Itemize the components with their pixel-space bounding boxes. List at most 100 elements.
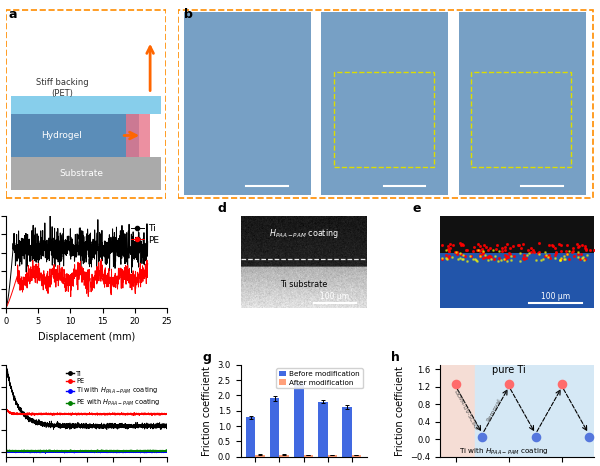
- Point: [531, 433, 541, 441]
- Point: [452, 250, 461, 258]
- Point: [568, 247, 578, 255]
- PE: [85, 294, 92, 299]
- Point: [469, 243, 479, 251]
- Point: [441, 251, 451, 259]
- Point: [437, 241, 446, 248]
- Point: [564, 255, 574, 263]
- Text: pure Ti: pure Ti: [492, 365, 526, 375]
- Point: [562, 250, 572, 258]
- Text: d: d: [218, 202, 227, 215]
- Point: [562, 251, 572, 258]
- Point: [536, 256, 546, 263]
- Legend: Ti, PE: Ti, PE: [127, 220, 163, 248]
- PE: [98, 257, 105, 262]
- Ti: [144, 239, 151, 244]
- Point: [575, 256, 585, 263]
- Point: [569, 244, 578, 252]
- Point: [515, 257, 525, 265]
- Point: [572, 240, 582, 248]
- Point: [437, 255, 447, 263]
- Point: [544, 241, 554, 248]
- Legend: Before modification, After modification: Before modification, After modification: [277, 368, 363, 388]
- Point: [492, 241, 502, 248]
- Bar: [280, 454, 289, 457]
- PE: [144, 261, 151, 267]
- Text: Ti with $H_{PAA-PAM}$ coating: Ti with $H_{PAA-PAM}$ coating: [459, 446, 548, 457]
- Point: [472, 256, 481, 263]
- Point: [501, 254, 511, 261]
- Point: [535, 251, 544, 258]
- Point: [465, 252, 475, 259]
- Point: [505, 244, 514, 252]
- Point: [486, 255, 496, 262]
- Point: [509, 252, 519, 260]
- Point: [490, 253, 500, 260]
- Point: [473, 247, 483, 254]
- Point: [516, 244, 526, 252]
- Ti: [93, 248, 100, 254]
- Point: [479, 247, 488, 254]
- Point: [515, 249, 525, 257]
- Point: [523, 247, 533, 254]
- Point: [556, 247, 565, 254]
- Point: [443, 255, 452, 262]
- Point: [502, 258, 512, 265]
- X-axis label: Displacement (mm): Displacement (mm): [38, 332, 135, 342]
- Point: [443, 242, 452, 250]
- FancyBboxPatch shape: [321, 13, 448, 195]
- Point: [554, 240, 563, 248]
- Point: [448, 254, 457, 261]
- Point: [503, 253, 513, 260]
- Point: [455, 240, 465, 247]
- Point: [500, 244, 510, 251]
- Point: [577, 241, 586, 248]
- Point: [445, 244, 455, 251]
- Point: [477, 251, 487, 258]
- Text: Ti substrate: Ti substrate: [280, 280, 327, 289]
- Point: [483, 256, 493, 264]
- Point: [472, 247, 482, 254]
- FancyBboxPatch shape: [458, 13, 586, 195]
- Point: [494, 247, 504, 254]
- PE: [11, 281, 18, 287]
- Point: [475, 251, 484, 259]
- Point: [490, 255, 499, 263]
- Point: [578, 254, 588, 261]
- Point: [544, 252, 553, 259]
- Text: h: h: [391, 351, 400, 364]
- Point: [437, 254, 447, 261]
- Point: [556, 241, 566, 248]
- Point: [442, 255, 451, 262]
- Point: [541, 252, 551, 259]
- Point: [555, 256, 565, 264]
- Point: [573, 248, 583, 255]
- Point: [533, 249, 543, 257]
- Legend: Ti, PE, Ti with $H_{PAA-PAM}$ coating, PE with $H_{PAA-PAM}$ coating: Ti, PE, Ti with $H_{PAA-PAM}$ coating, P…: [64, 368, 164, 411]
- Point: [564, 248, 574, 255]
- Bar: [475, 365, 594, 457]
- Point: [538, 255, 548, 263]
- Ti: [125, 239, 132, 244]
- Point: [462, 258, 472, 265]
- Point: [473, 257, 482, 264]
- Point: [502, 253, 511, 260]
- Point: [458, 241, 468, 248]
- Point: [506, 256, 516, 263]
- Point: [480, 251, 490, 259]
- Bar: [304, 455, 313, 457]
- Text: $H_{PAA-PAM}$ coating: $H_{PAA-PAM}$ coating: [269, 226, 338, 240]
- Point: [541, 248, 550, 256]
- Point: [457, 250, 466, 257]
- Point: [569, 252, 578, 260]
- Point: [458, 255, 468, 263]
- Point: [500, 256, 510, 263]
- Point: [580, 255, 590, 263]
- Point: [468, 247, 478, 254]
- Point: [499, 255, 509, 263]
- Point: [573, 253, 583, 260]
- Ti: [2, 305, 10, 310]
- Point: [460, 252, 470, 260]
- Point: [497, 247, 507, 254]
- Point: [451, 248, 460, 255]
- Point: [441, 254, 451, 262]
